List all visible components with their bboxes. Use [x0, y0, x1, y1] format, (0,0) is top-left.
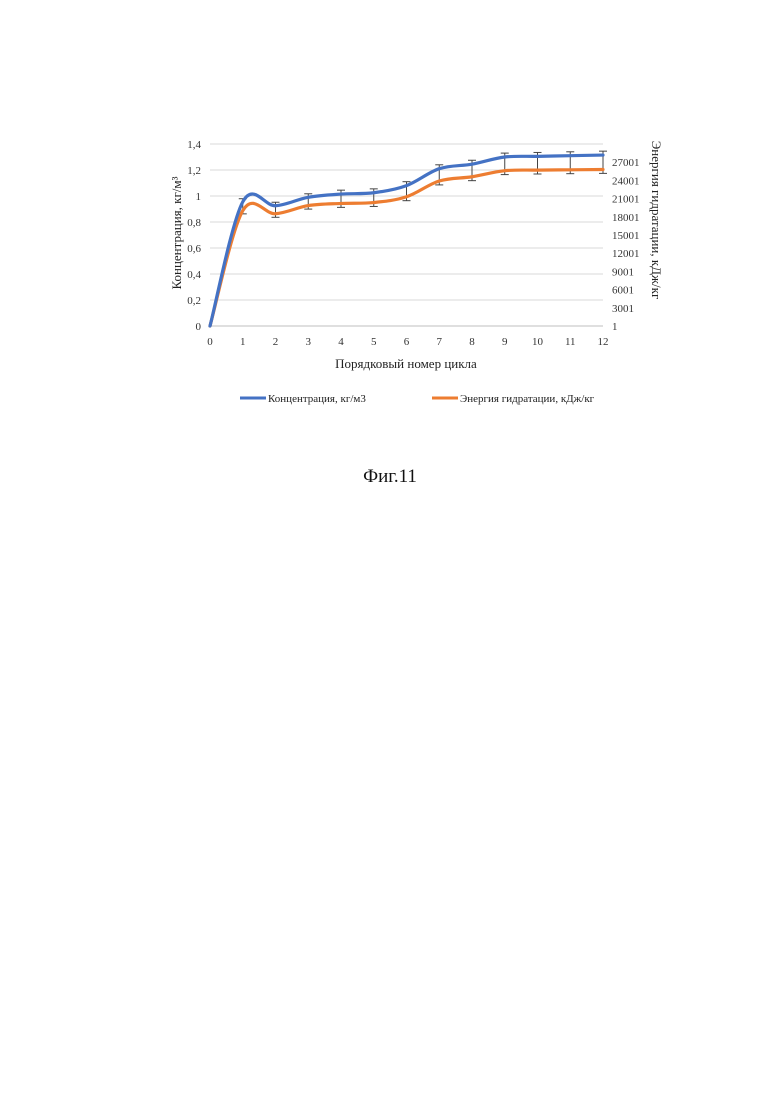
- x-tick-label: 9: [502, 336, 508, 348]
- x-tick-label: 6: [404, 336, 410, 348]
- x-tick-label: 0: [207, 336, 213, 348]
- y-right-tick-label: 21001: [612, 194, 640, 206]
- y-axis-right: 1 3001 6001 9001 12001 15001 18001 21001 24001 27…: [612, 157, 640, 333]
- y-right-tick-label: 27001: [612, 157, 640, 169]
- x-tick-label: 5: [371, 336, 377, 348]
- x-tick-label: 1: [240, 336, 246, 348]
- x-tick-label: 12: [598, 336, 609, 348]
- y-right-tick-label: 3001: [612, 303, 634, 315]
- y-right-tick-label: 24001: [612, 175, 640, 187]
- x-tick-label: 4: [338, 336, 344, 348]
- y-left-tick-label: 0,4: [187, 269, 201, 281]
- y-axis-left-title: Концентрация, кг/м³: [169, 176, 184, 289]
- y-right-tick-label: 12001: [612, 248, 640, 260]
- x-tick-label: 7: [437, 336, 443, 348]
- y-right-tick-label: 18001: [612, 212, 640, 224]
- y-left-tick-label: 1,2: [187, 165, 201, 177]
- legend-label-energy: Энергия гидратации, кДж/кг: [460, 393, 595, 405]
- x-tick-label: 10: [532, 336, 544, 348]
- y-axis-left: 0 0,2 0,4 0,6 0,8 1 1,2 1,4: [187, 139, 201, 333]
- y-left-tick-label: 0,8: [187, 217, 201, 229]
- x-axis-title: Порядковый номер цикла: [335, 356, 477, 371]
- x-tick-label: 11: [565, 336, 576, 348]
- y-left-tick-label: 0: [196, 321, 202, 333]
- error-bars: [239, 151, 607, 217]
- y-left-tick-label: 0,2: [187, 295, 201, 307]
- figure-caption: Фиг.11: [0, 466, 780, 488]
- x-tick-label: 2: [273, 336, 279, 348]
- x-tick-label: 3: [306, 336, 312, 348]
- y-left-tick-label: 1: [196, 191, 202, 203]
- y-left-tick-label: 0,6: [187, 243, 201, 255]
- y-axis-right-title: Энергия гидратации, кДж/кг: [649, 141, 664, 300]
- legend-label-concentration: Концентрация, кг/м3: [268, 393, 366, 405]
- x-axis: 0123456789101112: [207, 336, 608, 348]
- y-left-tick-label: 1,4: [187, 139, 201, 151]
- y-right-tick-label: 1: [612, 321, 618, 333]
- legend: Концентрация, кг/м3 Энергия гидратации, …: [240, 393, 595, 405]
- y-right-tick-label: 6001: [612, 285, 634, 297]
- y-right-tick-label: 15001: [612, 230, 640, 242]
- x-tick-label: 8: [469, 336, 475, 348]
- y-right-tick-label: 9001: [612, 266, 634, 278]
